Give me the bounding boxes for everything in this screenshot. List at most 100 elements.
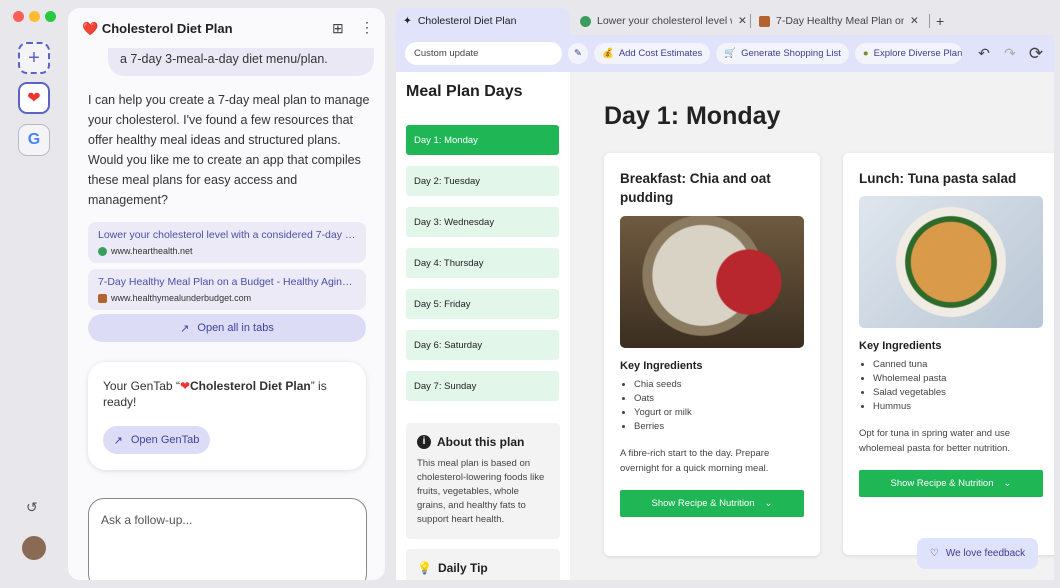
ingredient: Canned tuna <box>873 358 1043 372</box>
open-all-in-tabs-button[interactable]: ↗ Open all in tabs <box>88 314 366 342</box>
close-tab-icon[interactable]: ✕ <box>910 15 919 27</box>
more-options-icon[interactable]: ⋮ <box>360 19 374 35</box>
chat-title: ❤️ Cholesterol Diet Plan <box>82 21 233 37</box>
key-ingredients-label: Key Ingredients <box>859 340 942 352</box>
ingredient: Oats <box>634 392 804 406</box>
ready-suffix: ” is ready! <box>103 379 327 409</box>
google-icon: G <box>27 131 41 148</box>
meal-card-lunch: Lunch: Tuna pasta salad Key Ingredients … <box>843 153 1054 555</box>
sparkle-icon: ✦ <box>403 15 412 27</box>
feedback-label: We love feedback <box>945 548 1026 559</box>
sidebar-title: Meal Plan Days <box>406 83 523 100</box>
chevron-down-icon: ⌄ <box>1003 478 1012 489</box>
button-label: Show Recipe & Nutrition <box>651 498 755 509</box>
day-tuesday[interactable]: Day 2: Tuesday <box>406 166 559 196</box>
day-friday[interactable]: Day 5: Friday <box>406 289 559 319</box>
ingredient: Chia seeds <box>634 378 804 392</box>
cart-icon: 🛒 <box>724 48 737 59</box>
plus-icon: + <box>28 46 40 69</box>
open-external-icon: ↗ <box>113 434 123 447</box>
tab-7-day-meal-plan[interactable]: 7-Day Healthy Meal Plan on a ✕ <box>759 8 919 34</box>
open-gentab-button[interactable]: ↗ Open GenTab <box>103 426 210 454</box>
chip-label: Add Cost Estimates <box>618 48 703 59</box>
ingredient: Hummus <box>873 400 1043 414</box>
minimize-window-button[interactable] <box>29 11 40 22</box>
gentab-heart-button[interactable]: ❤ <box>18 82 50 114</box>
chat-panel: ❤️ Cholesterol Diet Plan ⊞ ⋮ a 7-day 3-m… <box>68 8 385 580</box>
day-monday[interactable]: Day 1: Monday <box>406 125 559 155</box>
healthymeal-favicon-icon <box>98 293 107 303</box>
about-text: This meal plan is based on cholesterol-l… <box>417 458 545 525</box>
lunch-image <box>859 196 1043 328</box>
day-title: Day 1: Monday <box>604 102 781 130</box>
feedback-button[interactable]: ♡ We love feedback <box>917 538 1038 569</box>
ready-message: Your GenTab “❤Cholesterol Diet Plan” is … <box>103 378 351 410</box>
add-cost-estimates-chip[interactable]: 💰 Add Cost Estimates <box>593 43 711 64</box>
plus-icon: + <box>936 13 945 29</box>
open-external-icon: ↗ <box>180 322 190 335</box>
meal-plan-sidebar: Meal Plan Days Day 1: Monday Day 2: Tues… <box>396 72 570 580</box>
user-message: a 7-day 3-meal-a-day diet menu/plan. <box>108 48 374 76</box>
source-link[interactable]: Lower your cholesterol level with a cons… <box>88 222 366 263</box>
healthymeal-favicon-icon <box>759 15 770 27</box>
magic-wand-icon: ✎ <box>574 48 582 59</box>
chip-label: Explore Diverse Plans <box>873 48 962 59</box>
ingredients-list: Chia seeds Oats Yogurt or milk Berries <box>634 378 804 434</box>
ingredients-list: Canned tuna Wholemeal pasta Salad vegeta… <box>873 358 1043 414</box>
about-plan-card: i About this plan This meal plan is based… <box>406 423 560 539</box>
tip-title: Daily Tip <box>437 561 488 575</box>
generate-shopping-list-chip[interactable]: 🛒 Generate Shopping List <box>716 43 849 64</box>
redo-icon[interactable]: ↷ <box>1004 45 1016 61</box>
follow-up-input[interactable]: Ask a follow-up... <box>88 498 367 580</box>
day-saturday[interactable]: Day 6: Saturday <box>406 330 559 360</box>
close-window-button[interactable] <box>13 11 24 22</box>
undo-icon[interactable]: ↶ <box>978 45 990 61</box>
show-recipe-button[interactable]: Show Recipe & Nutrition ⌄ <box>620 490 804 517</box>
close-tab-icon[interactable]: ✕ <box>738 15 747 27</box>
maximize-window-button[interactable] <box>45 11 56 22</box>
custom-update-input[interactable]: Custom update <box>405 42 562 65</box>
history-icon[interactable]: ↺ <box>26 499 38 515</box>
ingredient: Salad vegetables <box>873 386 1043 400</box>
meal-note: Opt for tuna in spring water and use who… <box>859 428 1011 454</box>
info-icon: i <box>417 435 431 449</box>
day-thursday[interactable]: Day 4: Thursday <box>406 248 559 278</box>
open-all-label: Open all in tabs <box>197 322 274 334</box>
heart-icon: ❤️ <box>82 21 99 36</box>
gentab-ready-card: Your GenTab “❤Cholesterol Diet Plan” is … <box>88 362 366 470</box>
hearthealth-favicon-icon <box>580 15 591 27</box>
breakfast-image <box>620 216 804 348</box>
tab-label: 7-Day Healthy Meal Plan on a <box>776 15 904 27</box>
meal-note: A fibre-rich start to the day. Prepare o… <box>620 448 770 474</box>
source-url: www.healthymealunderbudget.com <box>111 293 252 303</box>
refresh-icon[interactable]: ⟳ <box>1028 43 1044 63</box>
new-tab-button[interactable]: + <box>936 8 944 34</box>
source-url: www.hearthealth.net <box>111 246 193 256</box>
tab-cholesterol-diet-plan[interactable]: ✦ Cholesterol Diet Plan <box>403 8 516 34</box>
meal-title: Breakfast: Chia and oat pudding <box>620 171 771 205</box>
tab-lower-cholesterol[interactable]: Lower your cholesterol level w ✕ <box>580 8 747 34</box>
ingredient: Yogurt or milk <box>634 406 804 420</box>
source-title: Lower your cholesterol level with a cons… <box>98 229 356 241</box>
chevron-down-icon: ⌄ <box>764 498 773 509</box>
tab-label: Cholesterol Diet Plan <box>417 15 517 27</box>
meal-plan-main: Day 1: Monday Breakfast: Chia and oat pu… <box>570 72 1054 580</box>
globe-icon: ● <box>862 48 869 59</box>
tab-label: Lower your cholesterol level w <box>597 15 732 27</box>
magic-wand-button[interactable]: ✎ <box>568 43 588 64</box>
about-title: About this plan <box>437 435 525 449</box>
day-wednesday[interactable]: Day 3: Wednesday <box>406 207 559 237</box>
add-chart-icon[interactable]: ⊞ <box>332 20 344 36</box>
money-bag-icon: 💰 <box>601 48 614 59</box>
google-button[interactable]: G <box>18 124 50 156</box>
button-label: Show Recipe & Nutrition <box>890 478 994 489</box>
ready-name: Cholesterol Diet Plan <box>190 379 311 393</box>
new-chat-button[interactable]: + <box>18 42 50 74</box>
explore-diverse-plans-chip[interactable]: ● Explore Diverse Plans <box>854 43 962 64</box>
gentab-toolbar: Custom update ✎ 💰 Add Cost Estimates 🛒 Gen… <box>396 35 1054 72</box>
chip-label: Generate Shopping List <box>741 48 841 59</box>
avatar[interactable] <box>22 536 46 560</box>
show-recipe-button[interactable]: Show Recipe & Nutrition ⌄ <box>859 470 1043 497</box>
day-sunday[interactable]: Day 7: Sunday <box>406 371 559 401</box>
source-link[interactable]: 7-Day Healthy Meal Plan on a Budget - He… <box>88 269 366 310</box>
